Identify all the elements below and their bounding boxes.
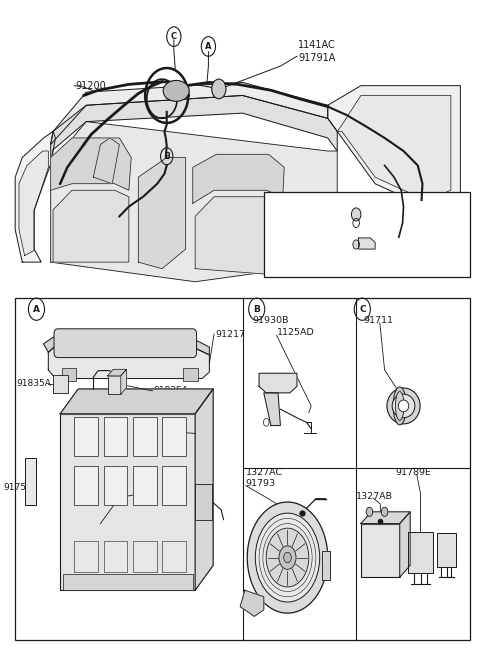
Bar bbox=[104, 417, 127, 457]
Circle shape bbox=[381, 507, 388, 516]
Bar bbox=[62, 574, 193, 590]
Ellipse shape bbox=[392, 394, 415, 418]
Circle shape bbox=[255, 513, 320, 602]
Polygon shape bbox=[51, 96, 337, 164]
Bar bbox=[24, 458, 36, 505]
Polygon shape bbox=[44, 337, 209, 355]
Text: B: B bbox=[253, 305, 260, 314]
Text: 1141AD: 1141AD bbox=[280, 200, 323, 210]
Polygon shape bbox=[121, 369, 126, 394]
Circle shape bbox=[212, 79, 226, 99]
Text: 91930B: 91930B bbox=[252, 316, 288, 326]
FancyBboxPatch shape bbox=[54, 329, 197, 358]
Text: 91789E: 91789E bbox=[396, 468, 432, 477]
Polygon shape bbox=[193, 155, 284, 203]
Polygon shape bbox=[60, 389, 213, 414]
Bar bbox=[264, 191, 470, 276]
Bar bbox=[162, 466, 186, 505]
Bar bbox=[74, 466, 98, 505]
Text: 91791B: 91791B bbox=[280, 221, 322, 231]
Bar bbox=[108, 376, 121, 394]
Bar bbox=[15, 298, 470, 640]
Text: 1125AD: 1125AD bbox=[178, 422, 214, 432]
Bar bbox=[408, 532, 433, 572]
Polygon shape bbox=[240, 590, 264, 616]
Bar bbox=[133, 417, 157, 457]
Text: 91711: 91711 bbox=[363, 316, 393, 326]
Polygon shape bbox=[51, 83, 328, 145]
Polygon shape bbox=[195, 196, 280, 275]
Circle shape bbox=[266, 528, 309, 587]
Bar bbox=[61, 368, 76, 381]
Polygon shape bbox=[264, 393, 280, 426]
Text: B: B bbox=[164, 152, 169, 160]
Polygon shape bbox=[48, 346, 209, 379]
Bar bbox=[195, 483, 212, 519]
Polygon shape bbox=[93, 138, 120, 183]
Circle shape bbox=[366, 507, 373, 516]
Text: 91217: 91217 bbox=[215, 329, 245, 339]
Bar bbox=[53, 375, 68, 393]
Text: 91825A: 91825A bbox=[154, 386, 188, 396]
Text: 1327AC: 1327AC bbox=[246, 468, 283, 477]
Polygon shape bbox=[322, 551, 330, 580]
Text: 91840C: 91840C bbox=[121, 487, 156, 495]
Polygon shape bbox=[328, 86, 460, 210]
Ellipse shape bbox=[398, 400, 409, 412]
Bar bbox=[74, 417, 98, 457]
Polygon shape bbox=[138, 158, 186, 269]
Polygon shape bbox=[19, 151, 48, 255]
Text: A: A bbox=[33, 305, 40, 314]
Ellipse shape bbox=[163, 81, 189, 102]
Polygon shape bbox=[359, 238, 375, 249]
Ellipse shape bbox=[387, 388, 420, 424]
Circle shape bbox=[284, 552, 291, 563]
Bar bbox=[74, 540, 98, 572]
Polygon shape bbox=[51, 122, 337, 282]
Bar bbox=[60, 414, 195, 590]
Text: 1141AC: 1141AC bbox=[299, 40, 336, 50]
Circle shape bbox=[247, 502, 328, 613]
Bar bbox=[162, 417, 186, 457]
Circle shape bbox=[353, 240, 360, 249]
Circle shape bbox=[351, 208, 361, 221]
Bar bbox=[437, 533, 456, 567]
Text: 1141AK: 1141AK bbox=[280, 210, 323, 220]
Polygon shape bbox=[337, 96, 451, 200]
Bar bbox=[104, 466, 127, 505]
Text: 1327AB: 1327AB bbox=[356, 492, 393, 500]
Text: 1125AD: 1125AD bbox=[276, 328, 314, 337]
Polygon shape bbox=[51, 138, 131, 190]
Ellipse shape bbox=[396, 392, 404, 421]
Bar bbox=[133, 466, 157, 505]
Bar bbox=[183, 368, 197, 381]
Bar bbox=[361, 523, 400, 577]
Polygon shape bbox=[259, 373, 297, 393]
Bar bbox=[133, 540, 157, 572]
Circle shape bbox=[279, 546, 296, 569]
Text: 91200: 91200 bbox=[75, 81, 106, 90]
Text: 91752: 91752 bbox=[3, 483, 32, 492]
Text: 91791A: 91791A bbox=[299, 53, 336, 64]
Text: C: C bbox=[171, 32, 177, 41]
Bar bbox=[162, 540, 186, 572]
Ellipse shape bbox=[393, 387, 407, 425]
Text: 91793: 91793 bbox=[246, 479, 276, 488]
Polygon shape bbox=[15, 132, 55, 262]
Polygon shape bbox=[361, 512, 410, 523]
Polygon shape bbox=[108, 369, 126, 376]
Polygon shape bbox=[195, 389, 213, 590]
Polygon shape bbox=[53, 190, 129, 262]
Text: A: A bbox=[205, 42, 212, 51]
Bar bbox=[104, 540, 127, 572]
Polygon shape bbox=[400, 512, 410, 577]
Text: 91835A: 91835A bbox=[16, 379, 51, 388]
Text: C: C bbox=[359, 305, 366, 314]
